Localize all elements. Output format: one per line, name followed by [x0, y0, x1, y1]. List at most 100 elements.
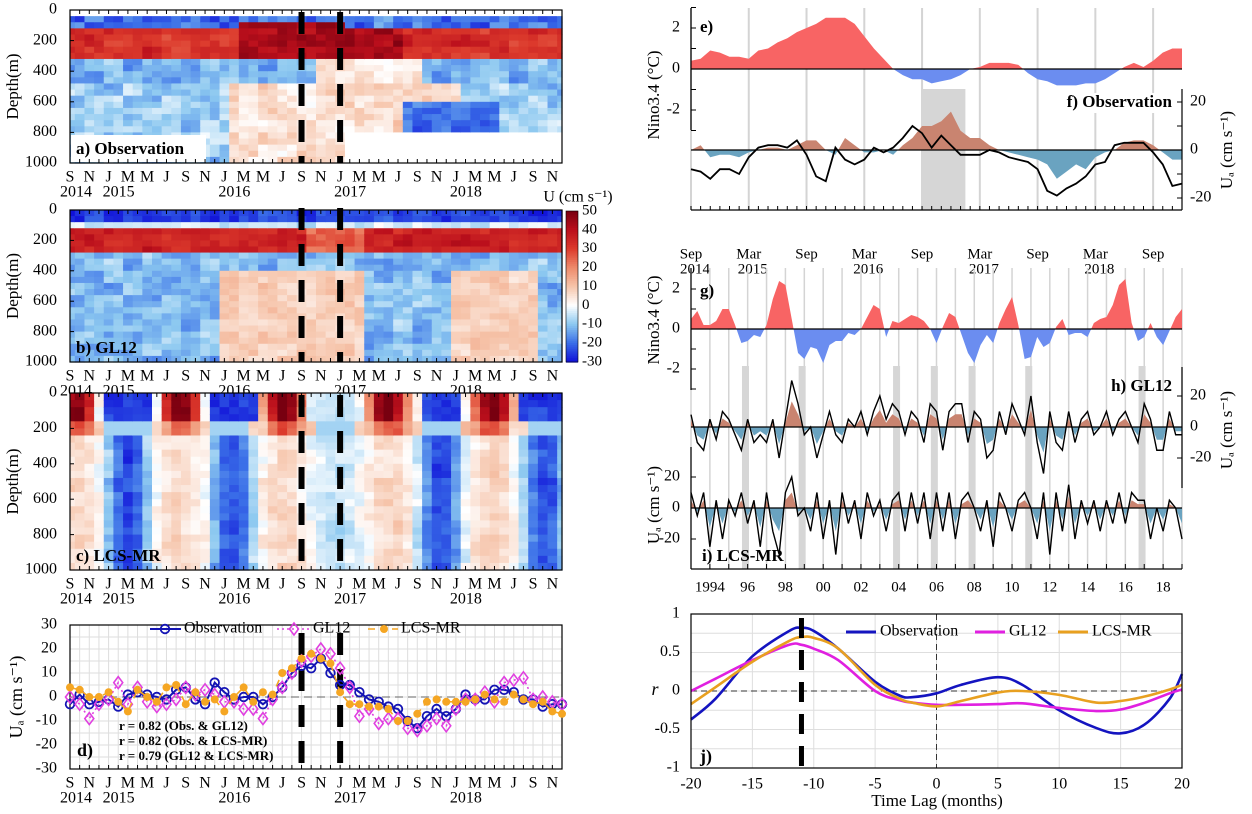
heatmap-cell	[296, 307, 307, 314]
heatmap-cell	[190, 325, 201, 333]
heatmap-cell	[142, 428, 153, 437]
heatmap-cell	[306, 16, 317, 23]
heatmap-cell	[267, 252, 279, 260]
heatmap-cell	[441, 107, 452, 115]
heatmap-cell	[74, 485, 86, 493]
colorbar-tick-label: 20	[582, 259, 597, 275]
data-point	[104, 688, 113, 697]
heatmap-cell	[480, 28, 491, 36]
heatmap-cell	[229, 107, 240, 115]
y-tick-label: 0	[49, 1, 57, 18]
heatmap-cell	[84, 477, 95, 486]
heatmap-cell	[537, 485, 549, 493]
heatmap-cell	[287, 337, 298, 345]
heatmap-cell	[123, 58, 134, 66]
heatmap-cell	[412, 506, 423, 514]
x-tick-year-label: 2018	[1084, 261, 1114, 277]
heatmap-cell	[393, 77, 404, 85]
heatmap-cell	[277, 520, 288, 529]
data-point	[83, 711, 95, 726]
colorbar-swatch	[566, 220, 578, 223]
heatmap-cell	[547, 28, 558, 36]
x-tick-year-label: 2017	[969, 261, 1000, 277]
heatmap-cell	[402, 228, 414, 235]
heatmap-cell	[422, 506, 433, 514]
heatmap-cell	[219, 83, 230, 91]
heatmap-cell	[537, 307, 549, 314]
heatmap-cell	[422, 258, 433, 266]
heatmap-cell	[344, 349, 356, 357]
heatmap-cell	[364, 319, 375, 327]
heatmap-cell	[547, 343, 558, 351]
heatmap-cell	[470, 442, 481, 451]
heatmap-cell	[132, 240, 143, 248]
heatmap-cell	[518, 414, 529, 422]
heatmap-cell	[200, 499, 211, 507]
heatmap-cell	[557, 210, 563, 217]
heatmap-cell	[306, 234, 317, 241]
heatmap-cell	[441, 95, 452, 103]
heatmap-cell	[200, 548, 211, 557]
month-tick-label: M	[140, 169, 154, 186]
heatmap-cell	[460, 349, 471, 357]
heatmap-cell	[354, 513, 365, 522]
heatmap-cell	[258, 477, 269, 486]
heatmap-cell	[94, 349, 105, 357]
ua-area-i	[691, 492, 1182, 532]
heatmap-cell	[132, 449, 143, 458]
heatmap-cell	[325, 107, 336, 115]
heatmap-cell	[412, 89, 423, 97]
heatmap-cell	[528, 407, 539, 415]
heatmap-cell	[470, 89, 481, 97]
heatmap-cell	[422, 513, 433, 522]
heatmap-cell	[267, 442, 279, 451]
heatmap-cell	[267, 282, 279, 290]
heatmap-cell	[451, 52, 462, 60]
data-point	[431, 711, 443, 726]
heatmap-cell	[373, 449, 385, 458]
heatmap-cell	[480, 240, 491, 248]
heatmap-cell	[557, 548, 563, 557]
heatmap-cell	[364, 270, 375, 278]
heatmap-cell	[306, 499, 317, 507]
heatmap-cell	[70, 216, 76, 223]
heatmap-cell	[238, 331, 250, 339]
heatmap-cell	[499, 246, 510, 254]
heatmap-cell	[123, 435, 134, 444]
heatmap-cell	[287, 276, 298, 284]
heatmap-cell	[229, 71, 240, 78]
colorbar-swatch	[566, 322, 578, 325]
heatmap-cell	[190, 485, 201, 493]
heatmap-cell	[364, 114, 375, 121]
heatmap-cell	[547, 114, 558, 121]
heatmap-cell	[74, 28, 86, 36]
heatmap-cell	[489, 442, 500, 451]
shaded-period	[741, 366, 749, 569]
heatmap-cell	[277, 407, 288, 415]
month-tick-label: J	[511, 368, 517, 385]
heatmap-cell	[103, 222, 115, 229]
heatmap-cell	[219, 107, 230, 115]
heatmap-cell	[364, 65, 375, 72]
data-point	[432, 695, 441, 704]
heatmap-cell	[132, 28, 143, 36]
heatmap-cell	[267, 513, 279, 522]
colorbar-swatch	[566, 318, 578, 322]
heatmap-cell	[113, 34, 124, 42]
heatmap-cell	[441, 222, 452, 229]
heatmap-cell	[258, 264, 269, 272]
data-point	[384, 705, 393, 713]
heatmap-cell	[354, 414, 365, 422]
heatmap-cell	[152, 295, 163, 302]
month-tick-label: S	[297, 576, 306, 593]
heatmap-cell	[296, 421, 307, 429]
heatmap-cell	[132, 228, 143, 235]
y-tick-label: 600	[33, 292, 57, 309]
heatmap-cell	[219, 270, 230, 278]
heatmap-cell	[489, 46, 500, 54]
heatmap-cell	[296, 40, 307, 48]
axes-box	[69, 392, 563, 571]
heatmap-cell	[229, 407, 240, 415]
heatmap-cell	[123, 120, 134, 127]
heatmap-cell	[219, 34, 230, 42]
